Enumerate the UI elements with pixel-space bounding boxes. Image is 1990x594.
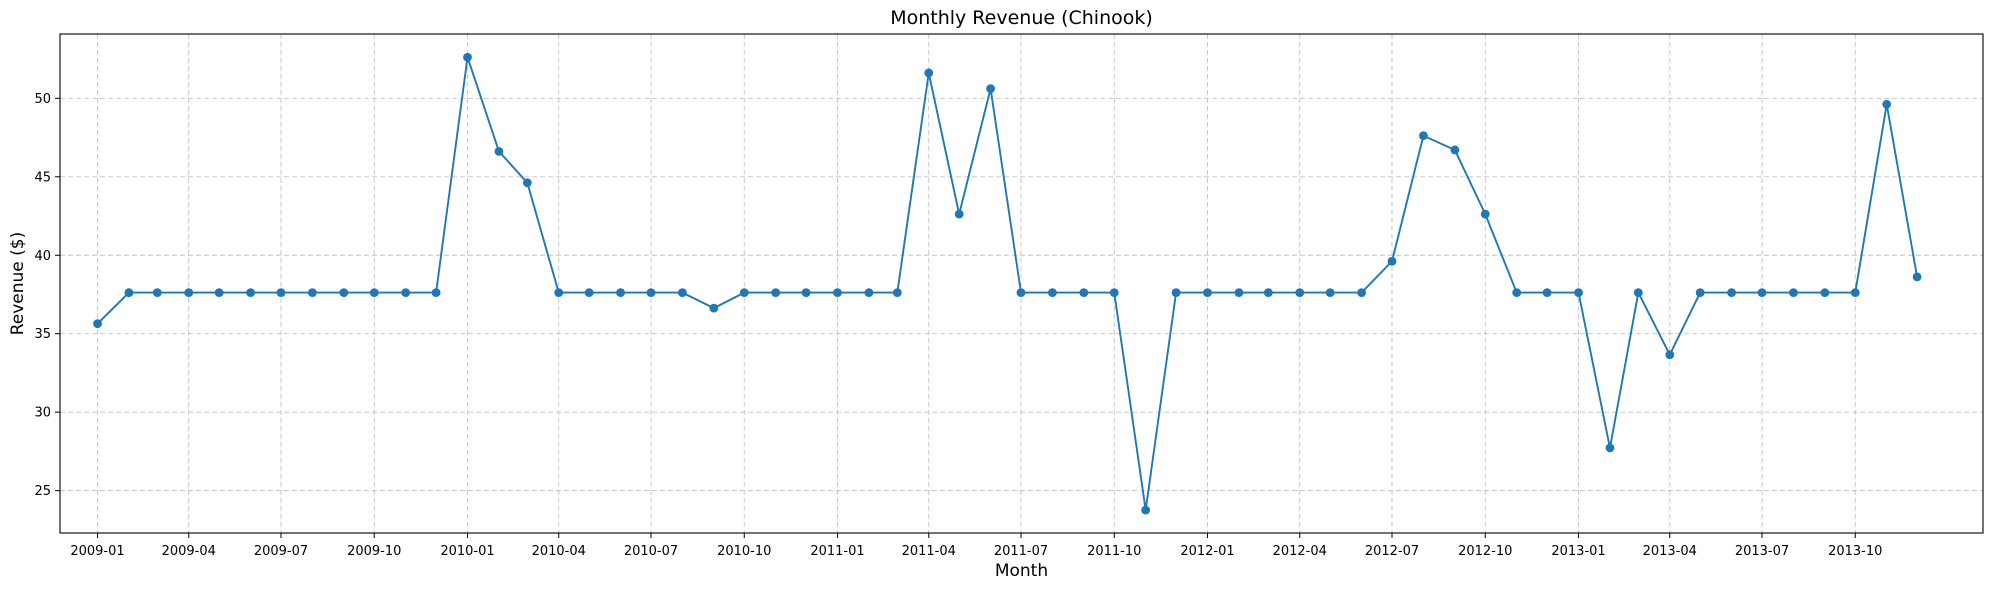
x-tick-label: 2011-07 xyxy=(994,544,1048,559)
x-tick-label: 2009-07 xyxy=(254,544,308,559)
x-tick-label: 2010-04 xyxy=(532,544,586,559)
data-point xyxy=(1419,131,1428,141)
x-tick-label: 2011-01 xyxy=(810,544,864,559)
data-point xyxy=(1912,272,1922,282)
data-point xyxy=(892,288,902,297)
data-point xyxy=(709,303,719,313)
series-line xyxy=(96,56,1919,512)
x-tick-label: 2010-10 xyxy=(717,544,771,559)
data-point xyxy=(1171,288,1181,297)
y-tick-label: 40 xyxy=(34,249,51,264)
data-point xyxy=(1079,288,1089,297)
data-point xyxy=(1757,288,1767,297)
x-tick-label: 2012-07 xyxy=(1365,544,1419,559)
data-point xyxy=(1357,288,1366,297)
x-tick-label: 2010-01 xyxy=(440,544,494,559)
x-tick-label: 2012-04 xyxy=(1273,544,1327,559)
data-point xyxy=(1109,288,1119,297)
data-point xyxy=(339,288,349,297)
data-point xyxy=(1850,288,1860,297)
x-tick-label: 2011-10 xyxy=(1087,544,1141,559)
data-point xyxy=(1727,288,1736,297)
data-point xyxy=(954,209,964,219)
data-point xyxy=(924,68,934,78)
data-point xyxy=(584,288,594,297)
data-point xyxy=(401,288,411,297)
x-tick-label: 2013-10 xyxy=(1828,544,1882,559)
data-point xyxy=(93,319,102,329)
data-point xyxy=(431,288,441,297)
data-point xyxy=(1633,288,1643,297)
data-point xyxy=(801,288,811,297)
y-tick-label: 35 xyxy=(34,327,51,342)
data-point xyxy=(246,288,255,297)
data-point xyxy=(1295,288,1305,297)
x-tick-label: 2010-07 xyxy=(624,544,678,559)
data-point xyxy=(1234,288,1244,297)
data-point xyxy=(1665,350,1675,360)
x-tick-label: 2009-04 xyxy=(162,544,216,559)
y-tick-label: 25 xyxy=(34,484,51,499)
x-axis-title: Month xyxy=(995,561,1048,581)
data-point xyxy=(616,288,625,297)
y-axis-ticks: 25 30 35 40 45 50 xyxy=(34,92,60,499)
data-point xyxy=(771,288,781,297)
x-tick-label: 2011-04 xyxy=(902,544,956,559)
x-tick-label: 2013-04 xyxy=(1643,544,1697,559)
data-point xyxy=(1882,99,1892,109)
data-point xyxy=(1016,288,1026,297)
data-point xyxy=(1450,145,1460,155)
chart-title: Monthly Revenue (Chinook) xyxy=(890,7,1153,29)
data-point xyxy=(494,146,504,156)
data-point xyxy=(369,288,379,297)
x-tick-label: 2013-01 xyxy=(1551,544,1605,559)
data-point xyxy=(1263,288,1273,297)
y-tick-label: 45 xyxy=(34,170,51,185)
data-point xyxy=(522,178,532,188)
data-point xyxy=(1605,443,1615,453)
data-point xyxy=(986,84,995,94)
data-point xyxy=(739,288,749,297)
data-point xyxy=(1480,209,1490,219)
data-point xyxy=(864,288,874,297)
data-point xyxy=(1695,288,1705,297)
data-point xyxy=(1542,288,1552,297)
data-point xyxy=(1820,288,1830,297)
data-point xyxy=(1789,288,1798,297)
data-point xyxy=(1141,505,1151,515)
data-point xyxy=(1325,288,1335,297)
data-point xyxy=(646,288,656,297)
x-tick-label: 2009-10 xyxy=(347,544,401,559)
data-point xyxy=(463,52,472,62)
y-axis-title: Revenue ($) xyxy=(8,232,28,336)
x-tick-label: 2012-10 xyxy=(1458,544,1512,559)
data-point xyxy=(1387,256,1397,266)
data-point xyxy=(1203,288,1212,297)
data-point xyxy=(833,288,842,297)
y-tick-label: 50 xyxy=(34,92,51,107)
series-group xyxy=(93,52,1922,515)
data-point xyxy=(1574,288,1583,297)
data-point xyxy=(214,288,224,297)
data-point xyxy=(276,288,286,297)
data-point xyxy=(678,288,687,297)
x-tick-label: 2012-01 xyxy=(1180,544,1234,559)
x-tick-label: 2013-07 xyxy=(1735,544,1789,559)
data-point xyxy=(184,288,194,297)
data-point xyxy=(554,288,564,297)
axes-frame xyxy=(59,33,1984,534)
data-point xyxy=(1048,288,1057,297)
x-tick-label: 2009-01 xyxy=(70,544,124,559)
data-point xyxy=(152,288,162,297)
data-point xyxy=(124,288,134,297)
x-axis-ticks: 2009-01 2009-04 2009-07 2009-10 2010-01 2010-… xyxy=(70,533,1882,559)
data-point xyxy=(1512,288,1522,297)
grid xyxy=(60,34,1983,533)
y-tick-label: 30 xyxy=(34,406,51,421)
data-point xyxy=(308,288,317,297)
